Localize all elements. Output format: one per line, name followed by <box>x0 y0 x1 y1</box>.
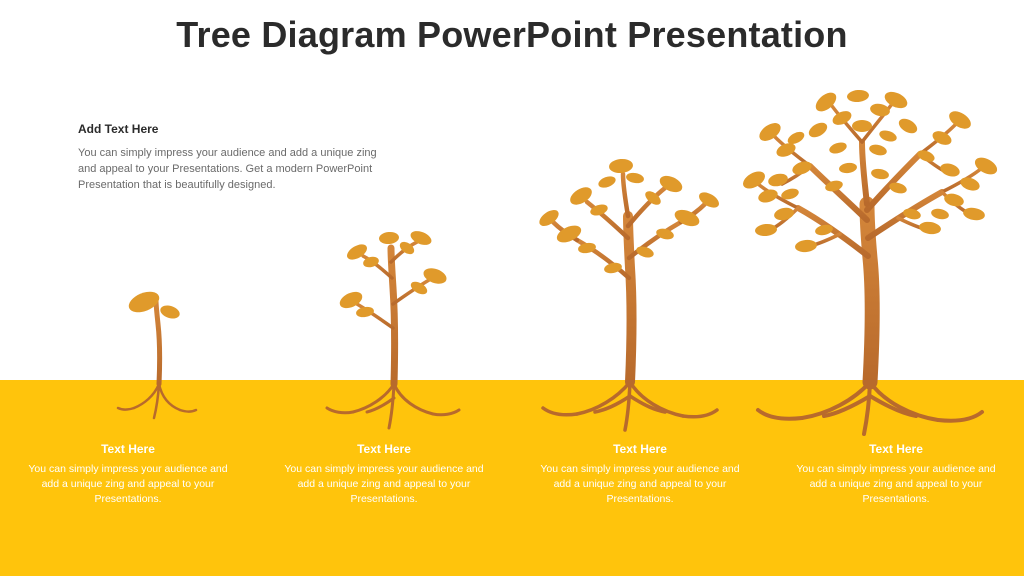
caption-heading: Text Here <box>282 442 486 456</box>
caption-sapling: Text Here You can simply impress your au… <box>512 380 768 576</box>
caption-tree: Text Here You can simply impress your au… <box>768 380 1024 576</box>
caption-heading: Text Here <box>26 442 230 456</box>
slide: Tree Diagram PowerPoint Presentation Add… <box>0 0 1024 576</box>
caption-body: You can simply impress your audience and… <box>538 462 742 508</box>
caption-sprout: Text Here You can simply impress your au… <box>0 380 256 576</box>
slide-title: Tree Diagram PowerPoint Presentation <box>0 14 1024 56</box>
intro-body: You can simply impress your audience and… <box>78 146 398 194</box>
caption-body: You can simply impress your audience and… <box>282 462 486 508</box>
intro-block: Add Text Here You can simply impress you… <box>78 122 398 194</box>
caption-row: Text Here You can simply impress your au… <box>0 380 1024 576</box>
caption-body: You can simply impress your audience and… <box>26 462 230 508</box>
caption-seedling: Text Here You can simply impress your au… <box>256 380 512 576</box>
intro-heading: Add Text Here <box>78 122 398 136</box>
caption-body: You can simply impress your audience and… <box>794 462 998 508</box>
caption-heading: Text Here <box>538 442 742 456</box>
caption-heading: Text Here <box>794 442 998 456</box>
